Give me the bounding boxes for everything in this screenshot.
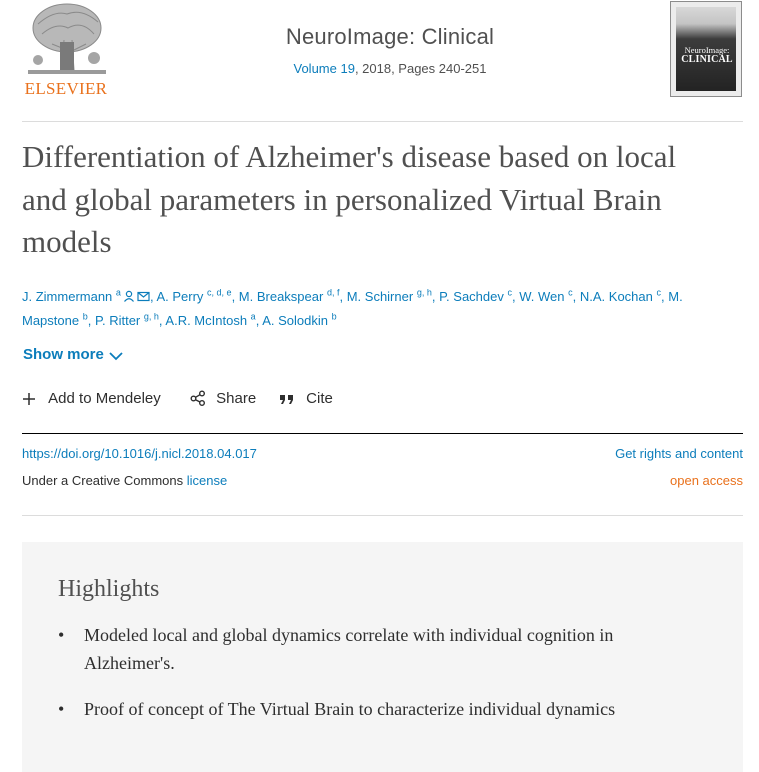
- author-name: A.R. McIntosh: [165, 312, 248, 328]
- add-to-mendeley-button[interactable]: Add to Mendeley: [22, 390, 161, 407]
- highlight-item: • Proof of concept of The Virtual Brain …: [58, 695, 698, 723]
- author-affiliation: c: [507, 287, 513, 298]
- author-affiliation: c: [656, 287, 662, 298]
- chevron-down-icon: [109, 352, 123, 361]
- author-affiliation: g, h: [416, 287, 432, 298]
- author-affiliation: g, h: [143, 311, 159, 322]
- author-name: M. Schirner: [346, 289, 414, 304]
- author-name: J. Zimmermann: [22, 289, 113, 304]
- author-name: N.A. Kochan: [579, 289, 653, 304]
- email-icon[interactable]: [137, 287, 150, 310]
- author-link[interactable]: P. Ritter g, h: [94, 311, 159, 328]
- author-affiliation: b: [331, 311, 337, 322]
- journal-title[interactable]: NeuroImage: Clinical: [285, 24, 495, 49]
- author-name: W. Wen: [519, 289, 565, 304]
- journal-meta: Volume 19, 2018, Pages 240-251: [220, 61, 560, 76]
- author-affiliation: d, f: [326, 287, 340, 298]
- author-link[interactable]: M. Schirner g, h: [346, 287, 432, 304]
- author-link[interactable]: W. Wen c: [519, 287, 573, 304]
- cite-label: Cite: [306, 390, 333, 407]
- highlight-text: Modeled local and global dynamics correl…: [84, 625, 614, 673]
- cover-title: NeuroImage: CLINICAL: [679, 45, 735, 65]
- elsevier-wordmark: ELSEVIER: [24, 79, 108, 98]
- author-name: M. Breakspear: [238, 289, 324, 304]
- author-affiliation: b: [82, 311, 88, 322]
- share-label: Share: [216, 390, 257, 407]
- author-affiliation: c: [568, 287, 573, 298]
- bullet-icon: •: [58, 699, 65, 719]
- author-affiliation: c, d, e: [207, 287, 232, 298]
- doi-link[interactable]: https://doi.org/10.1016/j.nicl.2018.04.0…: [22, 446, 257, 461]
- author-name: A. Solodkin: [262, 312, 328, 328]
- cite-button[interactable]: Cite: [279, 390, 333, 407]
- article-title: Differentiation of Alzheimer's disease b…: [22, 139, 677, 259]
- author-link[interactable]: N.A. Kochan c: [579, 287, 662, 304]
- author-link[interactable]: M. Breakspear d, f: [238, 287, 340, 304]
- author-link[interactable]: A. Perry c, d, e: [156, 287, 232, 304]
- license-prefix: Under a Creative Commons: [22, 473, 187, 488]
- author-affiliation: a: [250, 311, 256, 322]
- highlights-title: Highlights: [58, 576, 160, 602]
- highlights-list: • Modeled local and global dynamics corr…: [58, 621, 698, 741]
- volume-details: , 2018, Pages 240-251: [354, 61, 487, 76]
- author-link[interactable]: M. Mapstone b: [22, 289, 683, 328]
- author-affiliation: a: [115, 287, 121, 298]
- highlight-item: • Modeled local and global dynamics corr…: [58, 621, 698, 677]
- show-more-button[interactable]: Show more: [23, 346, 123, 363]
- author-link[interactable]: A.R. McIntosh a: [165, 311, 256, 328]
- open-access-badge: open access: [670, 473, 743, 488]
- journal-cover[interactable]: NeuroImage: CLINICAL: [670, 1, 742, 97]
- rights-link[interactable]: Get rights and content: [615, 446, 743, 461]
- quote-icon: [280, 395, 293, 404]
- person-icon[interactable]: [123, 287, 135, 310]
- elsevier-logo[interactable]: ELSEVIER: [22, 0, 112, 98]
- plus-icon: [23, 393, 35, 405]
- cover-image: [676, 7, 736, 91]
- author-name: M. Mapstone: [22, 289, 683, 328]
- header-divider: [22, 121, 743, 122]
- author-link[interactable]: A. Solodkin b: [262, 311, 337, 328]
- volume-link[interactable]: Volume 19: [293, 61, 355, 76]
- bullet-icon: •: [58, 625, 65, 645]
- highlight-text: Proof of concept of The Virtual Brain to…: [84, 699, 616, 719]
- show-more-label: Show more: [23, 346, 104, 363]
- highlights-section: Highlights • Modeled local and global dy…: [22, 542, 743, 772]
- author-name: P. Ritter: [94, 312, 141, 328]
- author-name: A. Perry: [156, 289, 204, 304]
- author-list: J. Zimmermann a, A. Perry c, d, e, M. Br…: [22, 287, 683, 328]
- actions-divider: [22, 433, 743, 434]
- author-link[interactable]: P. Sachdev c: [439, 287, 513, 304]
- elsevier-tree-logo-icon: [28, 3, 106, 74]
- author-name: P. Sachdev: [439, 289, 504, 304]
- author-link[interactable]: J. Zimmermann a: [22, 287, 150, 304]
- license-line: Under a Creative Commons license: [22, 473, 227, 488]
- mendeley-label: Add to Mendeley: [48, 390, 161, 407]
- share-button[interactable]: Share: [190, 390, 256, 407]
- license-link[interactable]: license: [186, 473, 228, 488]
- cover-line-2: CLINICAL: [681, 54, 733, 65]
- share-icon: [190, 390, 205, 406]
- cover-line-1: NeuroImage:: [684, 45, 730, 55]
- meta-divider: [22, 515, 743, 516]
